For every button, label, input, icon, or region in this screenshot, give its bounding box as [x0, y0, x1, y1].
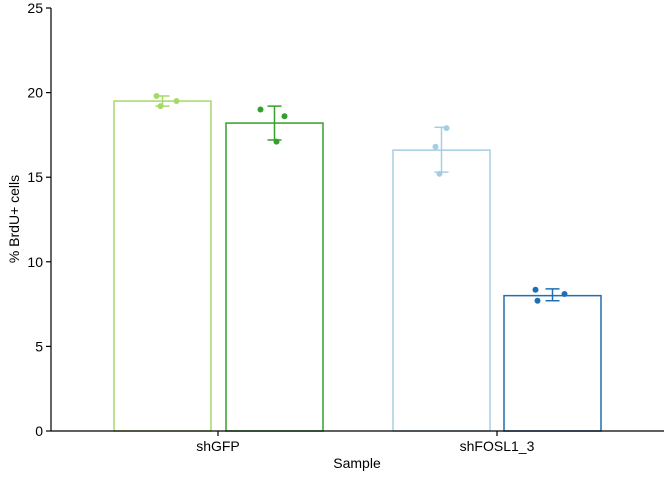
data-point [281, 113, 288, 120]
data-point [173, 98, 180, 105]
bar [113, 100, 212, 432]
y-tick-label: 10 [27, 254, 43, 270]
data-point [273, 138, 280, 145]
data-point [432, 143, 439, 150]
bar [503, 294, 602, 432]
y-tick-label: 15 [27, 169, 43, 185]
bar [392, 149, 491, 432]
x-tick-label: shGFP [196, 438, 240, 454]
y-axis-title: % BrdU+ cells [6, 175, 22, 263]
x-axis-title: Sample [333, 455, 381, 471]
data-point [534, 297, 541, 304]
y-tick-label: 25 [27, 0, 43, 16]
bars-layer [113, 92, 602, 432]
data-point [532, 286, 539, 293]
x-tick-label: shFOSL1_3 [460, 438, 535, 454]
data-point [443, 125, 450, 132]
data-point [153, 92, 160, 99]
y-ticks: 0 5 10 15 20 25 [27, 0, 51, 439]
y-tick-label: 5 [35, 338, 43, 354]
data-point [257, 106, 264, 113]
data-point [157, 103, 164, 110]
y-tick-label: 0 [35, 423, 43, 439]
data-point [561, 290, 568, 297]
x-ticks: shGFP shFOSL1_3 [196, 431, 535, 454]
bar [225, 122, 324, 432]
data-point [436, 170, 443, 177]
y-tick-label: 20 [27, 85, 43, 101]
axes-layer [50, 8, 664, 432]
